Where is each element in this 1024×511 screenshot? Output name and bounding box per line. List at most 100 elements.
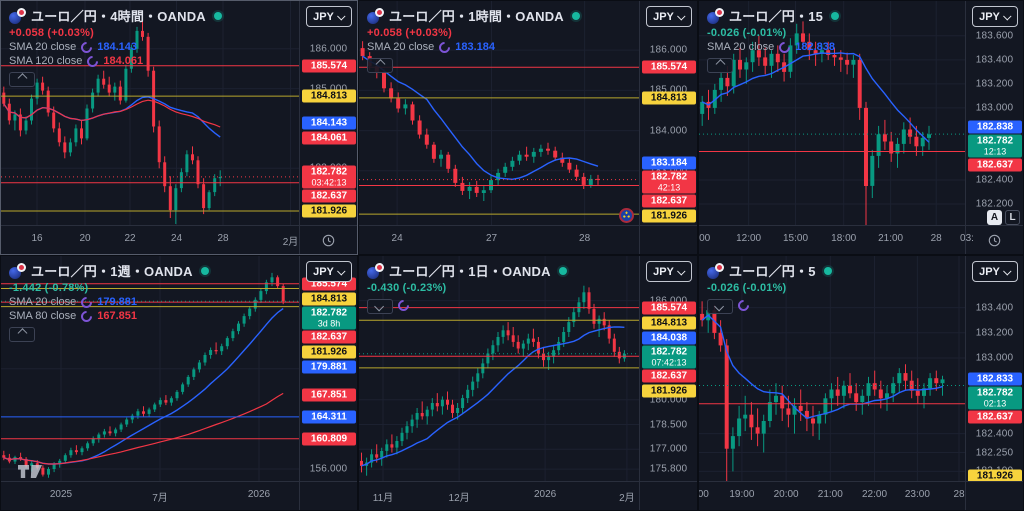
price-axis-label: 156.000 <box>309 463 348 475</box>
chevron-down-icon <box>336 11 346 21</box>
price-badge: 182.782 42:13 <box>642 170 696 194</box>
time-axis-label: 16 <box>31 233 43 244</box>
currency-pair-icon <box>367 262 384 279</box>
tradingview-logo[interactable] <box>17 464 43 484</box>
chart-plot-area[interactable]: ユーロ／円・15 -0.026 (-0.01%) SMA 20 close 182… <box>699 1 967 228</box>
time-axis[interactable]: 16 20 22 24 28 2月 <box>1 225 357 254</box>
time-axis-label: 7月 <box>152 493 168 504</box>
sma-legend-row[interactable]: SMA 20 close 182.838 <box>707 39 839 55</box>
price-axis-label: 177.000 <box>649 443 688 455</box>
indicator-loading-icon <box>78 294 95 310</box>
price-badge: 182.782 3d 8h <box>302 306 356 330</box>
currency-dropdown-label: JPY <box>979 265 1000 278</box>
chart-plot-area[interactable]: ユーロ／円・1週・OANDA -1.442 (-0.78%) SMA 20 cl… <box>1 256 301 484</box>
market-status-icon[interactable] <box>213 11 222 20</box>
eu-flag-icon <box>619 208 634 223</box>
collapse-legend-button[interactable] <box>367 58 393 73</box>
log-scale-button[interactable]: L <box>1005 210 1020 225</box>
time-axis-label: 28 <box>579 233 591 244</box>
axis-corner <box>639 482 697 510</box>
auto-scale-button[interactable]: A <box>987 210 1002 225</box>
axis-corner <box>639 226 697 254</box>
chart-panel[interactable]: ユーロ／円・1週・OANDA -1.442 (-0.78%) SMA 20 cl… <box>0 255 358 511</box>
chart-title: ユーロ／円・5 <box>729 264 816 279</box>
price-badge: 160.809 <box>302 432 356 446</box>
sma-legend-row[interactable]: SMA 120 close 184.061 <box>9 53 222 69</box>
time-axis[interactable]: 09:00 12:00 15:00 18:00 21:00 28 03: <box>699 225 1023 254</box>
price-change-label: -1.442 (-0.78%) <box>9 282 89 294</box>
currency-dropdown-button[interactable]: JPY <box>306 6 352 27</box>
chart-panel[interactable]: ユーロ／円・1日・OANDA -0.430 (-0.23%) 186.00018… <box>358 255 698 511</box>
price-axis[interactable]: 183.400183.200183.000182.400182.250182.1… <box>965 256 1023 484</box>
collapse-legend-button[interactable] <box>9 72 35 87</box>
price-badge: 182.637 <box>642 369 696 383</box>
market-status-icon[interactable] <box>823 266 832 275</box>
currency-pair-icon <box>367 7 384 24</box>
axis-corner <box>299 482 357 510</box>
time-axis[interactable]: 18:00 19:00 20:00 21:00 22:00 23:00 28 <box>699 481 1023 510</box>
chevron-down-icon <box>336 266 346 276</box>
price-axis[interactable]: 186.000180.000178.500177.000175.800174.6… <box>639 256 697 495</box>
market-status-icon[interactable] <box>831 11 840 20</box>
price-axis-label: 183.200 <box>975 78 1014 90</box>
time-axis-label: 20 <box>79 233 91 244</box>
chart-panel[interactable]: ユーロ／円・15 -0.026 (-0.01%) SMA 20 close 182… <box>698 0 1024 255</box>
legend-toggle-row <box>707 296 832 314</box>
time-axis[interactable]: 11月 12月 2026 2月 <box>359 481 697 510</box>
clock-icon[interactable] <box>988 234 1001 247</box>
time-axis-label: 18:00 <box>698 489 709 500</box>
collapse-legend-button[interactable] <box>707 58 733 73</box>
time-axis-label: 15:00 <box>782 233 809 244</box>
price-badge: 184.061 <box>302 131 356 145</box>
currency-dropdown-button[interactable]: JPY <box>646 6 692 27</box>
time-axis[interactable]: 24 27 28 <box>359 225 697 254</box>
price-change-label: -0.430 (-0.23%) <box>367 282 447 294</box>
sma-legend-row[interactable]: SMA 20 close 183.184 <box>367 39 580 55</box>
chart-plot-area[interactable]: ユーロ／円・1時間・OANDA +0.058 (+0.03%) SMA 20 c… <box>359 1 641 228</box>
collapse-legend-button[interactable] <box>9 327 35 342</box>
chevron-down-icon <box>373 301 384 312</box>
chart-plot-area[interactable]: ユーロ／円・5 -0.026 (-0.01%) <box>699 256 967 484</box>
currency-pair-icon <box>9 7 26 24</box>
time-axis-label: 24 <box>391 233 403 244</box>
chart-panel[interactable]: ユーロ／円・5 -0.026 (-0.01%) 183.400 183.200 18… <box>698 255 1024 511</box>
market-status-icon[interactable] <box>200 266 209 275</box>
price-badge: 182.637 <box>302 330 356 344</box>
price-axis[interactable]: 186.000 185.000 184.000 183.000 185.574 184.8… <box>639 1 697 228</box>
currency-dropdown-button[interactable]: JPY <box>972 6 1018 27</box>
currency-dropdown-label: JPY <box>313 265 334 278</box>
time-axis-label: 09:00 <box>699 233 711 244</box>
currency-dropdown-button[interactable]: JPY <box>306 261 352 282</box>
chart-panel[interactable]: ユーロ／円・1時間・OANDA +0.058 (+0.03%) SMA 20 c… <box>358 0 698 255</box>
sma-legend-row[interactable]: SMA 20 close 184.143 <box>9 39 222 55</box>
chart-panel[interactable]: ユーロ／円・4時間・OANDA +0.058 (+0.03%) SMA 20 c… <box>0 0 358 255</box>
price-axis[interactable]: 183.600 183.400 183.200 183.000 182.400 182.2… <box>965 1 1023 228</box>
legend-toggle-row <box>367 55 580 73</box>
time-axis-label: 03: <box>960 233 974 244</box>
chart-plot-area[interactable]: ユーロ／円・1日・OANDA -0.430 (-0.23%) <box>359 256 641 484</box>
market-status-icon[interactable] <box>558 266 567 275</box>
expand-legend-button[interactable] <box>707 299 733 314</box>
price-axis[interactable]: 172.000156.000152.000185.574184.813182.7… <box>299 256 357 500</box>
price-badge: 182.838 <box>968 120 1022 134</box>
currency-dropdown-button[interactable]: JPY <box>972 261 1018 282</box>
price-change-label: -0.026 (-0.01%) <box>707 27 787 39</box>
price-axis-label: 185.000 <box>649 84 688 96</box>
legend-toggle-row <box>9 324 209 342</box>
currency-pair-icon <box>707 262 724 279</box>
market-status-icon[interactable] <box>571 11 580 20</box>
sma-legend-value: 184.061 <box>103 55 144 67</box>
sma-legend-row[interactable]: SMA 20 close 179.881 <box>9 294 209 310</box>
time-axis[interactable]: 2025 7月 2026 <box>1 481 357 510</box>
chart-legend: ユーロ／円・1週・OANDA -1.442 (-0.78%) SMA 20 cl… <box>9 261 209 344</box>
chart-legend: ユーロ／円・15 -0.026 (-0.01%) SMA 20 close 182… <box>707 6 840 75</box>
expand-legend-button[interactable] <box>367 299 393 314</box>
price-axis-label: 182.250 <box>975 447 1014 458</box>
clock-icon[interactable] <box>322 234 335 247</box>
time-axis-label: 11月 <box>372 493 394 504</box>
price-badge: 181.926 <box>968 469 1022 483</box>
sma-legend-row[interactable]: SMA 80 close 167.851 <box>9 308 209 324</box>
price-axis[interactable]: 186.000185.000183.000185.574184.813184.1… <box>299 1 357 228</box>
currency-dropdown-button[interactable]: JPY <box>646 261 692 282</box>
chart-plot-area[interactable]: ユーロ／円・4時間・OANDA +0.058 (+0.03%) SMA 20 c… <box>1 1 301 228</box>
